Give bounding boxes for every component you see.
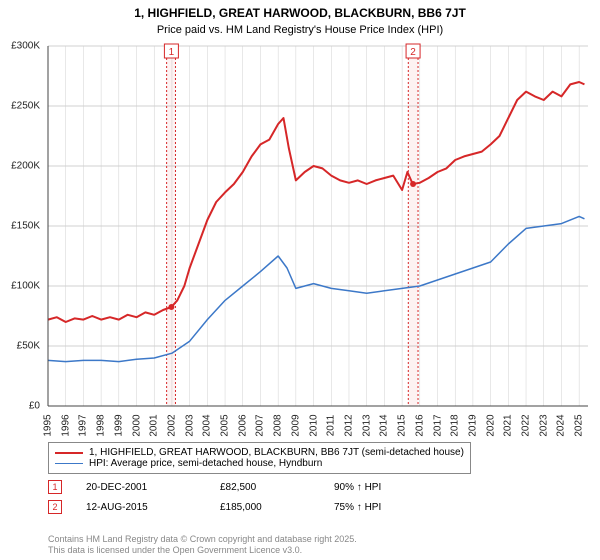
x-tick-label: 2010 (308, 414, 319, 436)
x-tick-label: 2023 (538, 414, 549, 436)
x-tick-label: 2000 (131, 414, 142, 436)
x-tick-label: 2013 (361, 414, 372, 436)
x-tick-label: 1996 (60, 414, 71, 436)
x-tick-label: 2009 (290, 414, 301, 436)
x-tick-label: 2012 (343, 414, 354, 436)
y-axis: £0£50K£100K£150K£200K£250K£300K (0, 46, 44, 406)
marker-pct-2: 75% ↑ HPI (334, 502, 381, 513)
marker-badge-2: 2 (48, 500, 62, 514)
footer: Contains HM Land Registry data © Crown c… (48, 534, 357, 556)
x-tick-label: 1998 (96, 414, 107, 436)
legend-label-property: 1, HIGHFIELD, GREAT HARWOOD, BLACKBURN, … (89, 447, 464, 458)
marker-date-2: 12-AUG-2015 (86, 502, 196, 513)
x-tick-label: 2019 (467, 414, 478, 436)
legend-swatch-property (55, 452, 83, 454)
marker-price-2: £185,000 (220, 502, 310, 513)
svg-text:2: 2 (410, 47, 416, 58)
x-tick-label: 2006 (237, 414, 248, 436)
x-tick-label: 2021 (503, 414, 514, 436)
x-tick-label: 1997 (78, 414, 89, 436)
legend-row-hpi: HPI: Average price, semi-detached house,… (55, 458, 464, 469)
x-tick-label: 2003 (184, 414, 195, 436)
x-tick-label: 2022 (521, 414, 532, 436)
svg-text:1: 1 (169, 47, 175, 58)
x-tick-label: 2025 (574, 414, 585, 436)
legend-box: 1, HIGHFIELD, GREAT HARWOOD, BLACKBURN, … (48, 442, 471, 474)
marker-date-1: 20-DEC-2001 (86, 482, 196, 493)
marker-price-1: £82,500 (220, 482, 310, 493)
x-tick-label: 2007 (255, 414, 266, 436)
x-tick-label: 1995 (43, 414, 54, 436)
x-tick-label: 2001 (149, 414, 160, 436)
x-tick-label: 2016 (414, 414, 425, 436)
y-tick-label: £0 (29, 401, 40, 412)
x-tick-label: 2015 (397, 414, 408, 436)
x-tick-label: 2024 (556, 414, 567, 436)
y-tick-label: £50K (17, 341, 40, 352)
x-tick-label: 2002 (166, 414, 177, 436)
y-tick-label: £300K (11, 41, 40, 52)
y-tick-label: £100K (11, 281, 40, 292)
x-tick-label: 1999 (113, 414, 124, 436)
x-tick-label: 2018 (450, 414, 461, 436)
marker-badge-1: 1 (48, 480, 62, 494)
marker-pct-1: 90% ↑ HPI (334, 482, 381, 493)
footer-line2: This data is licensed under the Open Gov… (48, 545, 357, 556)
legend-row-property: 1, HIGHFIELD, GREAT HARWOOD, BLACKBURN, … (55, 447, 464, 458)
x-tick-label: 2014 (379, 414, 390, 436)
x-tick-label: 2011 (326, 415, 337, 437)
y-tick-label: £200K (11, 161, 40, 172)
x-tick-label: 2017 (432, 414, 443, 436)
x-tick-label: 2008 (273, 414, 284, 436)
legend-swatch-hpi (55, 463, 83, 465)
chart-title: 1, HIGHFIELD, GREAT HARWOOD, BLACKBURN, … (0, 0, 600, 22)
x-axis: 1995199619971998199920002001200220032004… (48, 410, 588, 440)
chart-plot-area: 12 (48, 46, 588, 406)
marker-info-2: 2 12-AUG-2015 £185,000 75% ↑ HPI (48, 500, 588, 514)
chart-subtitle: Price paid vs. HM Land Registry's House … (0, 22, 600, 36)
y-tick-label: £150K (11, 221, 40, 232)
legend-label-hpi: HPI: Average price, semi-detached house,… (89, 458, 322, 469)
footer-line1: Contains HM Land Registry data © Crown c… (48, 534, 357, 545)
x-tick-label: 2004 (202, 414, 213, 436)
legend: 1, HIGHFIELD, GREAT HARWOOD, BLACKBURN, … (48, 442, 588, 514)
x-tick-label: 2020 (485, 414, 496, 436)
y-tick-label: £250K (11, 101, 40, 112)
x-tick-label: 2005 (220, 414, 231, 436)
marker-info-1: 1 20-DEC-2001 £82,500 90% ↑ HPI (48, 480, 588, 494)
